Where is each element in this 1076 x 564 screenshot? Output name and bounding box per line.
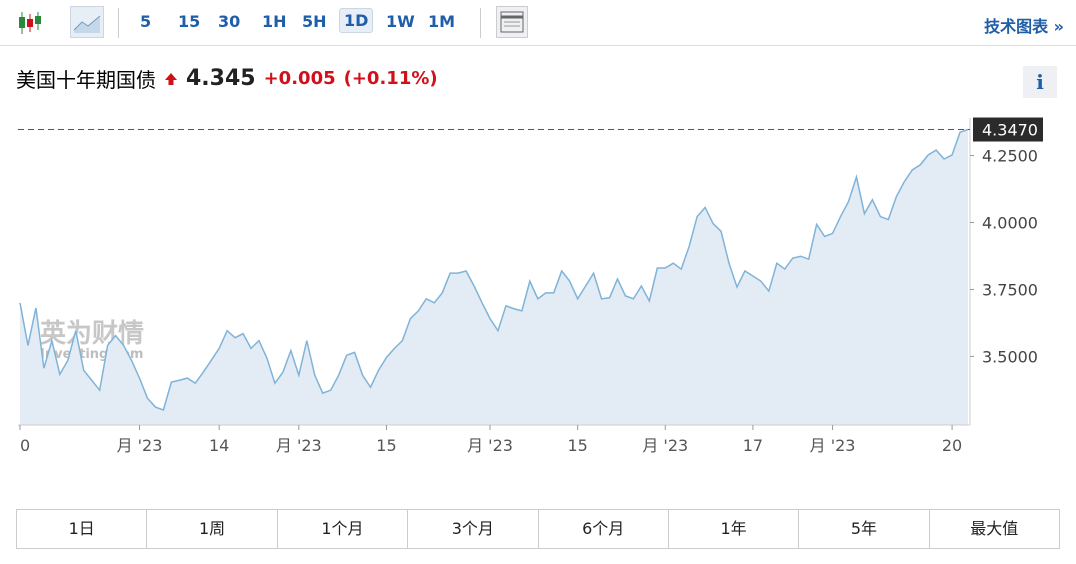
interval-button[interactable]: 5H bbox=[302, 12, 327, 31]
change-percent: (+0.11%) bbox=[343, 68, 438, 89]
interval-button[interactable]: 1M bbox=[428, 12, 456, 31]
range-button[interactable]: 1个月 bbox=[278, 510, 409, 548]
instrument-title: 美国十年期国债 bbox=[16, 68, 156, 92]
price: 4.345 bbox=[186, 66, 256, 91]
y-tick-label: 3.7500 bbox=[982, 280, 1038, 299]
range-button[interactable]: 1日 bbox=[17, 510, 148, 548]
x-tick-label: 月 '23 bbox=[117, 436, 163, 455]
quote-header: 美国十年期国债 4.345 +0.005 (+0.11%) bbox=[16, 64, 438, 93]
range-button[interactable]: 1周 bbox=[147, 510, 278, 548]
change: +0.005 bbox=[263, 68, 336, 89]
range-button[interactable]: 3个月 bbox=[408, 510, 539, 548]
x-tick-label: 月 '23 bbox=[642, 436, 688, 455]
last-price-box bbox=[973, 117, 1043, 142]
x-tick-label: 17 bbox=[743, 436, 763, 455]
interval-button[interactable]: 5 bbox=[140, 12, 152, 31]
watermark-brand: 英为财情 bbox=[40, 319, 144, 349]
price-line bbox=[19, 128, 969, 411]
candlestick-icon[interactable] bbox=[16, 10, 44, 36]
y-tick-label: 3.5000 bbox=[982, 347, 1038, 366]
x-tick-label: 月 '23 bbox=[810, 436, 856, 455]
tech-chart-link[interactable]: 技术图表 » bbox=[984, 17, 1064, 36]
up-arrow bbox=[165, 72, 177, 85]
area-fill bbox=[20, 129, 968, 425]
x-tick-label: 月 '23 bbox=[467, 436, 513, 455]
info-button[interactable]: i bbox=[1023, 66, 1057, 98]
interval-button[interactable]: 1W bbox=[386, 12, 415, 31]
interval-button[interactable]: 1D bbox=[339, 8, 374, 33]
interval-button[interactable]: 30 bbox=[218, 12, 241, 31]
y-tick-label: 4.2500 bbox=[982, 147, 1038, 166]
table-icon[interactable] bbox=[496, 6, 528, 38]
interval-button[interactable]: 15 bbox=[178, 12, 201, 31]
last-price-label: 4.3470 bbox=[982, 121, 1038, 140]
range-button[interactable]: 最大值 bbox=[970, 519, 1019, 538]
x-tick-label: 0 bbox=[20, 436, 30, 455]
x-tick-label: 15 bbox=[567, 436, 587, 455]
y-tick-label: 4.0000 bbox=[982, 213, 1038, 232]
x-tick-label: 20 bbox=[942, 436, 962, 455]
line-icon[interactable] bbox=[70, 6, 104, 38]
interval-button[interactable]: 1H bbox=[262, 12, 287, 31]
x-tick-label: 14 bbox=[209, 436, 229, 455]
x-tick-label: 15 bbox=[376, 436, 396, 455]
toolbar: 5 15 30 1H 5H 1D 1W 1M 技术图表 » bbox=[0, 0, 1076, 46]
range-button[interactable]: 5年 bbox=[799, 510, 930, 548]
x-tick-label: 月 '23 bbox=[276, 436, 322, 455]
range-buttons: 1日 1周 1个月 3个月 6个月 1年 5年 最大值 bbox=[16, 509, 1060, 549]
range-button[interactable]: 6个月 bbox=[539, 510, 669, 548]
range-button[interactable]: 1年 bbox=[669, 510, 800, 548]
